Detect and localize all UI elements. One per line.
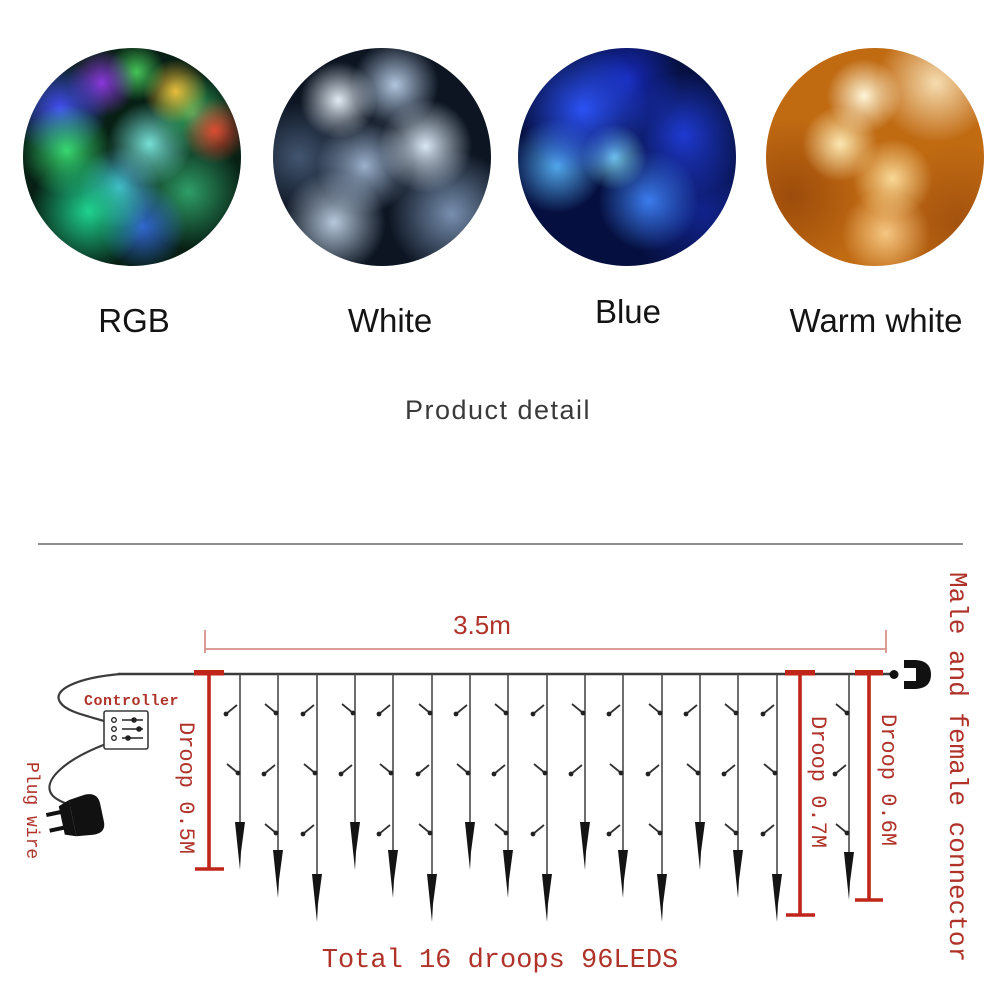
variant-photo-warm-white — [766, 48, 984, 266]
width-dimension-line — [204, 630, 887, 653]
variant-label-white: White — [347, 302, 433, 339]
section-title: Product detail — [404, 395, 592, 425]
plug-wire-label: Plug wire — [21, 762, 41, 860]
male-female-connector-label: Male and female connector — [942, 572, 972, 963]
droop-string — [530, 674, 552, 922]
droop-0-6m-label: Droop 0.6M — [875, 714, 900, 847]
droop-string — [568, 674, 590, 870]
droop-string — [453, 674, 475, 870]
droop-string — [645, 674, 667, 922]
droop-0-7m-label: Droop 0.7M — [805, 716, 830, 849]
controller-label: Controller — [84, 693, 180, 710]
width-dimension-label: 3.5m — [453, 610, 511, 640]
droop-string — [261, 674, 283, 898]
total-droops-label: Total 16 droops 96LEDS — [321, 946, 679, 976]
droop-string — [376, 674, 398, 898]
droop-0-5m-label: Droop 0.5M — [173, 722, 198, 855]
variant-photo-rgb — [23, 48, 241, 266]
variant-label-warm-white: Warm white — [789, 302, 963, 339]
variant-label-rgb: RGB — [98, 302, 170, 339]
section-divider — [38, 543, 963, 545]
droop-string — [415, 674, 437, 922]
connector-plug-icon — [889, 660, 931, 689]
droop-string — [832, 674, 854, 900]
droop-string — [606, 674, 628, 898]
droop-string — [491, 674, 513, 898]
droop-string — [338, 674, 360, 870]
droop-measure-lines — [194, 670, 883, 917]
droop-string — [683, 674, 705, 870]
droop-string — [760, 674, 782, 922]
power-plug-icon — [45, 794, 105, 837]
droop-string — [300, 674, 322, 922]
controller-box-icon — [103, 710, 149, 750]
droop-string — [223, 674, 245, 870]
variant-photo-blue — [518, 48, 736, 266]
variant-label-blue: Blue — [594, 293, 662, 330]
variant-photo-white — [273, 48, 491, 266]
droop-string — [721, 674, 743, 898]
